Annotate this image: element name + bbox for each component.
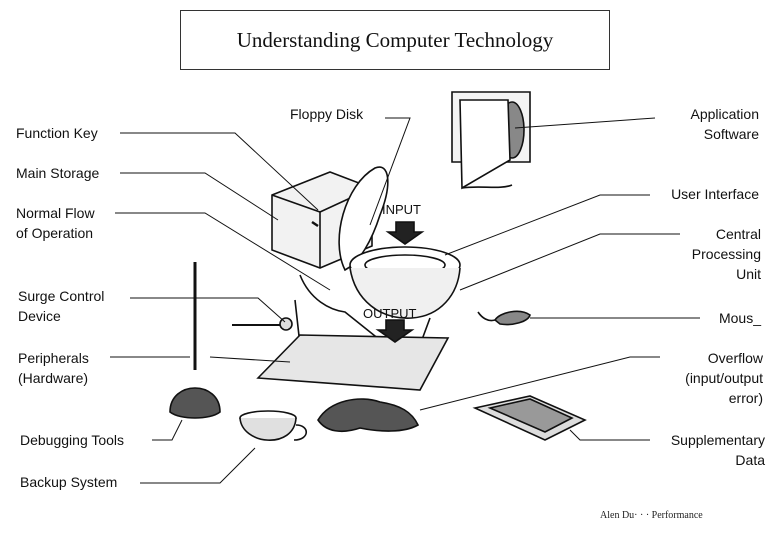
label-peripherals: Peripherals (Hardware): [18, 350, 89, 386]
leader-surge-control: [130, 297, 286, 323]
diagram-title: Understanding Computer Technology: [180, 10, 610, 70]
leader-overflow: [419, 356, 660, 411]
output-caption: OUTPUT: [363, 306, 417, 321]
label-floppy-disk: Floppy Disk: [290, 106, 364, 122]
leader-peripherals-2: [209, 356, 291, 363]
title-text: Understanding Computer Technology: [236, 27, 554, 52]
plunger-cup: [169, 387, 221, 419]
label-overflow: Overflow (input/output error): [685, 350, 763, 406]
leader-app-software: [514, 117, 656, 129]
base-platform: [256, 334, 450, 391]
leader-user-interface: [444, 194, 650, 256]
leader-supplementary: [569, 429, 650, 441]
label-mouse: Mous_: [718, 310, 761, 326]
label-debugging-tools: Debugging Tools: [20, 432, 125, 448]
input-arrow: [385, 221, 425, 245]
leader-cpu: [459, 233, 680, 291]
leader-debugging: [152, 419, 183, 441]
label-user-interface: User Interface: [671, 186, 759, 202]
input-caption: INPUT: [382, 202, 421, 217]
label-main-storage: Main Storage: [16, 165, 100, 181]
output-arrow: [375, 319, 415, 343]
overflow-puddle: [317, 398, 420, 433]
label-normal-flow: Normal Flow of Operation: [16, 205, 95, 241]
label-application-software: Application Software: [690, 106, 760, 142]
leader-function-key: [120, 132, 319, 211]
mouse-animal: [493, 310, 531, 326]
label-surge-control: Surge Control Device: [18, 288, 105, 324]
leader-main-storage: [120, 172, 279, 221]
toilet-bowl: [349, 267, 461, 319]
toilet-lid: [338, 166, 389, 272]
leader-floppy: [369, 117, 411, 226]
label-supplementary-data: Supplementary Data: [670, 432, 765, 468]
leader-backup: [140, 447, 256, 484]
footer-credit: Alen Du· · · Performance: [600, 510, 703, 521]
label-function-key: Function Key: [16, 125, 98, 141]
label-backup-system: Backup System: [20, 474, 118, 490]
label-central-processing-unit: Central Processing Unit: [691, 226, 761, 282]
leader-normal-flow: [115, 212, 331, 291]
